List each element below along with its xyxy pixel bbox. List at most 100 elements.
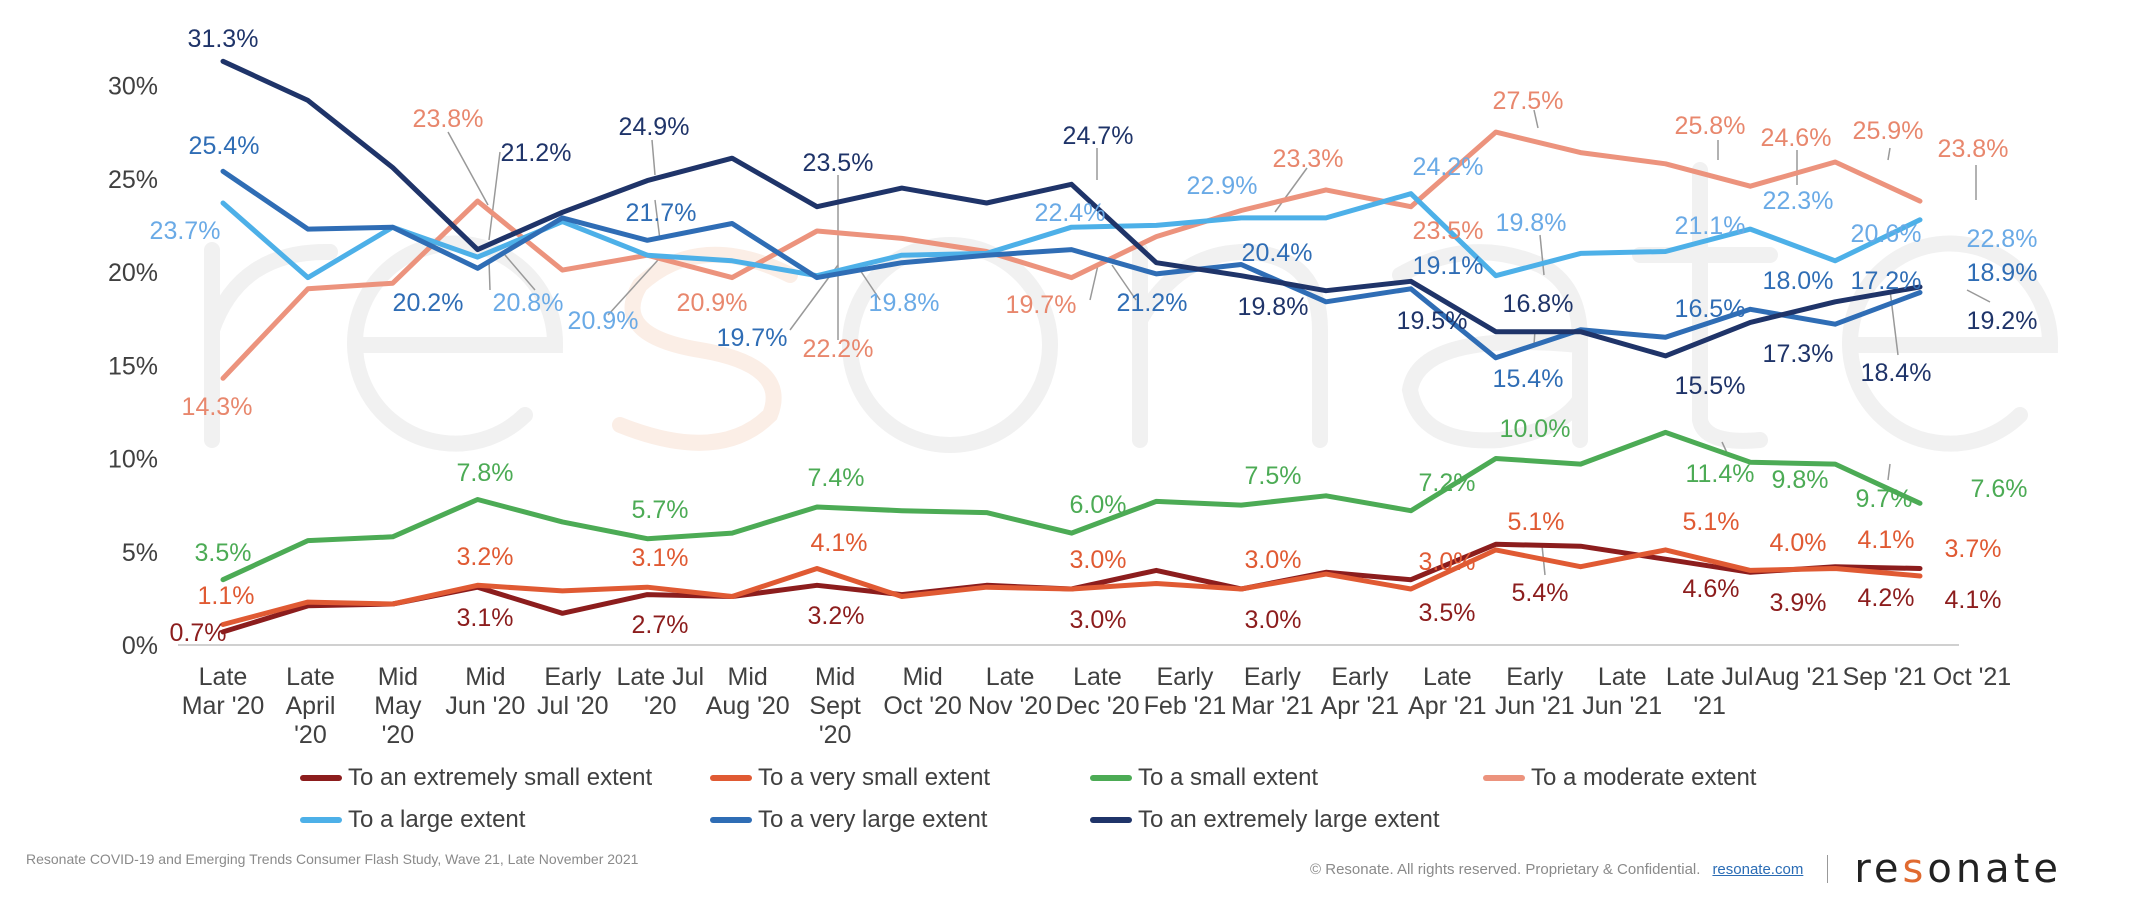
data-label: 3.5% xyxy=(195,539,252,567)
data-label: 16.5% xyxy=(1675,295,1746,323)
data-label: 16.8% xyxy=(1503,290,1574,318)
series-line-4 xyxy=(220,191,1923,281)
legend-item-very-large[interactable]: To a very large extent xyxy=(710,806,987,834)
data-label: 5.4% xyxy=(1512,579,1569,607)
legend-label: To an extremely small extent xyxy=(348,764,653,791)
series-line-3 xyxy=(220,129,1923,381)
data-label: 21.2% xyxy=(1117,289,1188,317)
data-label: 0.7% xyxy=(170,619,227,647)
legend-label: To a large extent xyxy=(348,806,526,833)
data-label: 4.0% xyxy=(1770,529,1827,557)
legend-item-extremely-small[interactable]: To an extremely small extent xyxy=(300,764,652,792)
watermark-letter-e xyxy=(347,235,564,452)
legend-swatch xyxy=(1483,775,1525,781)
data-label: 4.6% xyxy=(1683,575,1740,603)
data-label: 5.1% xyxy=(1683,508,1740,536)
data-label: 3.7% xyxy=(1945,535,2002,563)
data-label: 31.3% xyxy=(188,25,259,53)
data-label: 19.2% xyxy=(1967,307,2038,335)
data-label: 23.5% xyxy=(1413,217,1484,245)
data-label: 23.3% xyxy=(1273,145,1344,173)
leader-line xyxy=(504,254,536,291)
resonate-logo: resonate xyxy=(1854,846,2062,892)
legend-swatch xyxy=(300,817,342,823)
x-tick-label: Mid Sept '20 xyxy=(809,663,860,749)
legend-item-large[interactable]: To a large extent xyxy=(300,806,525,834)
leader-line xyxy=(1533,109,1539,129)
data-label: 15.4% xyxy=(1493,365,1564,393)
data-label: 7.4% xyxy=(808,464,865,492)
y-tick-label: 15% xyxy=(108,352,158,380)
data-label: 4.1% xyxy=(811,529,868,557)
x-tick-label: Late Nov '20 xyxy=(968,663,1052,720)
data-label: 25.8% xyxy=(1675,112,1746,140)
data-label: 22.9% xyxy=(1187,172,1258,200)
data-label: 3.1% xyxy=(457,604,514,632)
legend-item-extremely-large[interactable]: To an extremely large extent xyxy=(1090,806,1440,834)
data-label: 5.1% xyxy=(1508,508,1565,536)
data-label: 22.3% xyxy=(1763,187,1834,215)
data-label: 3.0% xyxy=(1419,548,1476,576)
watermark-letter-r xyxy=(204,242,338,448)
data-label: 7.2% xyxy=(1419,469,1476,497)
data-label: 23.8% xyxy=(413,105,484,133)
data-label: 19.7% xyxy=(717,324,788,352)
x-tick-label: Late Jun '21 xyxy=(1582,663,1662,720)
website-link[interactable]: resonate.com xyxy=(1712,860,1804,878)
data-label: 24.6% xyxy=(1761,124,1832,152)
data-label: 23.8% xyxy=(1938,135,2009,163)
legend-item-moderate[interactable]: To a moderate extent xyxy=(1483,764,1756,792)
data-label: 3.1% xyxy=(632,544,689,572)
data-label: 7.8% xyxy=(457,459,514,487)
watermark-letter-t xyxy=(1632,162,1778,449)
leader-line xyxy=(447,131,489,206)
leader-line xyxy=(1887,463,1891,481)
data-label: 23.5% xyxy=(803,149,874,177)
watermark-letter-e2 xyxy=(1842,235,2059,452)
data-label: 25.4% xyxy=(189,132,260,160)
data-label: 21.7% xyxy=(626,199,697,227)
data-label: 17.2% xyxy=(1851,267,1922,295)
x-tick-label: Mid Jun '20 xyxy=(445,663,525,720)
footer-right: © Resonate. All rights reserved. Proprie… xyxy=(1310,846,2062,892)
data-label: 7.5% xyxy=(1245,462,1302,490)
legend-swatch xyxy=(1090,817,1132,823)
data-label: 3.0% xyxy=(1070,546,1127,574)
legend-item-very-small[interactable]: To a very small extent xyxy=(710,764,990,792)
data-label: 19.8% xyxy=(1496,209,1567,237)
data-label: 27.5% xyxy=(1493,87,1564,115)
data-label: 20.4% xyxy=(1242,239,1313,267)
data-label: 21.1% xyxy=(1675,212,1746,240)
x-tick-label: Sep '21 xyxy=(1843,663,1927,691)
series-lines xyxy=(220,58,1923,635)
legend-label: To a small extent xyxy=(1138,764,1319,791)
legend-label: To a very small extent xyxy=(758,764,991,791)
x-tick-label: Oct '21 xyxy=(1933,663,2011,691)
leader-line xyxy=(1274,167,1308,213)
legend-item-small[interactable]: To a small extent xyxy=(1090,764,1318,792)
footer-divider xyxy=(1827,855,1829,883)
x-tick-label: Late Jul '20 xyxy=(616,663,704,720)
data-label: 4.1% xyxy=(1858,526,1915,554)
data-label: 3.0% xyxy=(1245,606,1302,634)
x-tick-label: Late Jul '21 xyxy=(1666,663,1754,720)
data-label: 17.3% xyxy=(1763,340,1834,368)
data-label: 19.8% xyxy=(1238,293,1309,321)
data-label: 24.2% xyxy=(1413,153,1484,181)
y-tick-label: 10% xyxy=(108,446,158,474)
data-label: 9.7% xyxy=(1856,485,1913,513)
data-label: 3.5% xyxy=(1419,599,1476,627)
x-tick-label: Mid May '20 xyxy=(374,663,422,749)
leader-line xyxy=(651,139,656,176)
data-label: 22.2% xyxy=(803,335,874,363)
data-label: 5.7% xyxy=(632,496,689,524)
leader-line xyxy=(1887,147,1891,161)
leader-line xyxy=(654,199,661,241)
data-label: 3.9% xyxy=(1770,589,1827,617)
data-label: 4.2% xyxy=(1858,584,1915,612)
leader-line xyxy=(1089,264,1099,301)
x-tick-label: Late April '20 xyxy=(285,663,335,749)
leader-line xyxy=(1111,264,1137,301)
y-tick-label: 20% xyxy=(108,259,158,287)
